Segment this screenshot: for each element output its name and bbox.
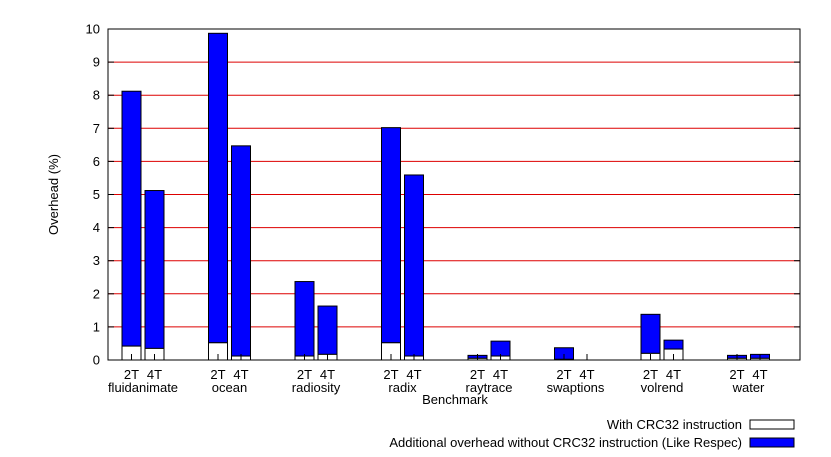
legend-swatch: [749, 419, 795, 430]
legend-swatch: [749, 437, 795, 448]
y-axis-ticks: 0 1 2 3 4 5 6 7 8 9 10: [86, 22, 800, 368]
bar-thread-label: 4T: [579, 367, 594, 382]
bar-extra-overhead: [663, 339, 684, 350]
bar-thread-label: 4T: [666, 367, 681, 382]
benchmark-label: swaptions: [547, 380, 605, 395]
benchmark-label: radiosity: [292, 380, 341, 395]
y-tick-label: 8: [93, 88, 100, 103]
benchmark-label: fluidanimate: [108, 380, 178, 395]
legend-label: With CRC32 instruction: [607, 417, 742, 432]
bar-extra-overhead: [490, 340, 511, 357]
bar-extra-overhead: [208, 32, 228, 344]
bar-extra-overhead: [404, 174, 424, 357]
benchmark-label: volrend: [641, 380, 684, 395]
y-tick-label: 4: [93, 220, 100, 235]
y-tick-label: 3: [93, 253, 100, 268]
y-tick-label: 1: [93, 319, 100, 334]
legend: With CRC32 instruction Additional overhea…: [389, 417, 795, 450]
bar-thread-label: 2T: [297, 367, 312, 382]
y-tick-label: 2: [93, 286, 100, 301]
bar-thread-label: 2T: [729, 367, 744, 382]
bar-thread-label: 4T: [233, 367, 248, 382]
x-axis-title: Benchmark: [422, 392, 488, 407]
legend-label: Additional overhead without CRC32 instru…: [389, 435, 742, 450]
bars: [121, 32, 770, 361]
y-tick-label: 9: [93, 55, 100, 70]
bar-thread-label: 4T: [406, 367, 421, 382]
bar-extra-overhead: [381, 127, 401, 344]
bar-extra-overhead: [231, 145, 251, 357]
bar-thread-label: 4T: [147, 367, 162, 382]
y-axis-title: Overhead (%): [46, 154, 61, 235]
bar-extra-overhead: [317, 305, 338, 355]
benchmark-label: water: [732, 380, 765, 395]
y-tick-label: 7: [93, 121, 100, 136]
y-tick-label: 10: [86, 22, 100, 37]
bar-extra-overhead: [121, 90, 142, 347]
bar-thread-label: 2T: [124, 367, 139, 382]
bar-thread-label: 4T: [320, 367, 335, 382]
bar-extra-overhead: [294, 281, 315, 357]
bar-thread-label: 2T: [643, 367, 658, 382]
y-tick-label: 5: [93, 187, 100, 202]
benchmark-label: raytrace: [466, 380, 513, 395]
bar-extra-overhead: [144, 190, 165, 349]
benchmark-label: radix: [388, 380, 417, 395]
bar-thread-label: 2T: [383, 367, 398, 382]
bar-thread-label: 2T: [210, 367, 225, 382]
y-tick-label: 0: [93, 353, 100, 368]
bar-thread-label: 2T: [470, 367, 485, 382]
benchmark-label: ocean: [212, 380, 247, 395]
y-tick-label: 6: [93, 154, 100, 169]
bar-thread-label: 4T: [752, 367, 767, 382]
bar-extra-overhead: [640, 313, 661, 354]
bar-thread-label: 4T: [493, 367, 508, 382]
bar-thread-label: 2T: [556, 367, 571, 382]
